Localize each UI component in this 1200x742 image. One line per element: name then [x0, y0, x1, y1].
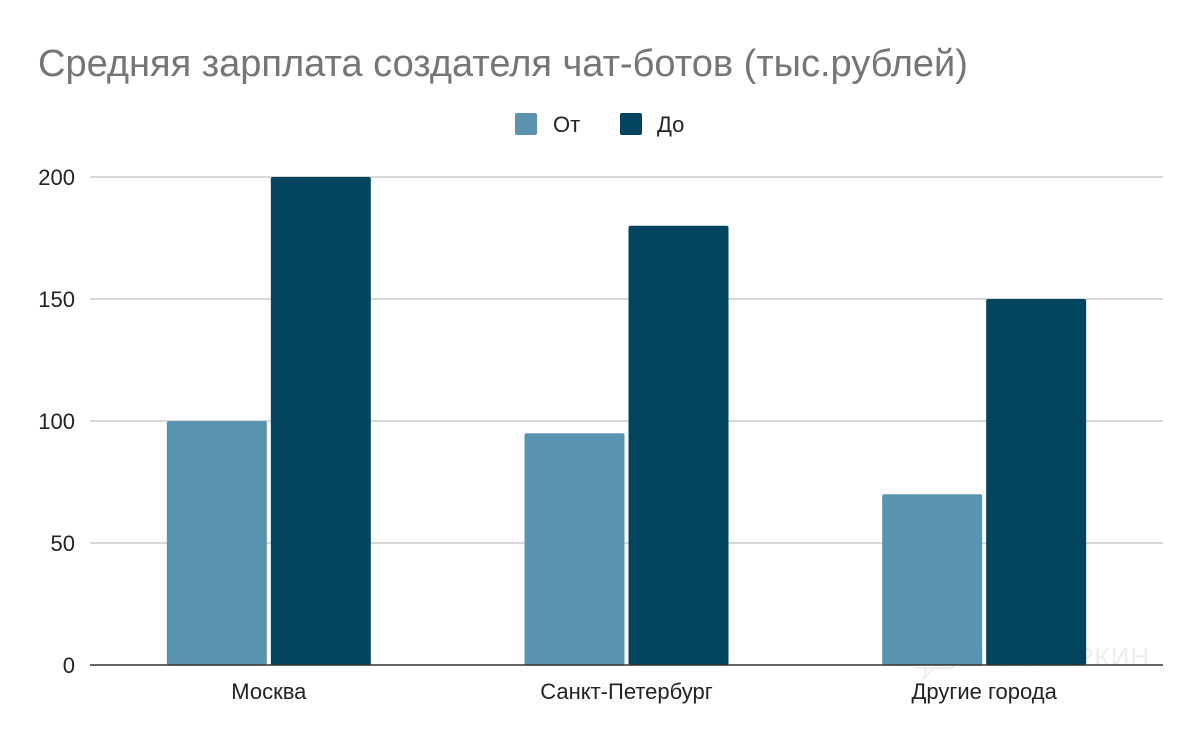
bar-do-sankt-peterburg [628, 225, 729, 666]
bar-ot-moskva [166, 421, 267, 665]
gridlines [90, 176, 1163, 544]
y-tick-label: 0 [63, 653, 75, 678]
category-label-drugie-goroda: Другие города [911, 679, 1057, 704]
legend-swatch-do [620, 113, 642, 135]
category-labels: Москва Санкт-Петербург Другие города [231, 679, 1057, 704]
legend: От До [515, 112, 684, 137]
bar-do-moskva [270, 177, 371, 665]
legend-label-ot: От [553, 112, 580, 137]
y-tick-label: 150 [38, 287, 75, 312]
bar-do-drugie-goroda [986, 299, 1087, 665]
legend-label-do: До [657, 112, 684, 137]
bar-ot-drugie-goroda [882, 494, 983, 665]
chart-title: Средняя зарплата создателя чат-ботов (ты… [38, 43, 968, 85]
category-label-sankt-peterburg: Санкт-Петербург [540, 679, 713, 704]
legend-swatch-ot [515, 113, 537, 135]
y-tick-label: 200 [38, 165, 75, 190]
bar-ot-sankt-peterburg [524, 433, 625, 665]
y-tick-label: 50 [51, 531, 75, 556]
y-tick-label: 100 [38, 409, 75, 434]
bars [166, 177, 1087, 666]
y-axis-ticks: 0 50 100 150 200 [38, 165, 75, 678]
category-label-moskva: Москва [231, 679, 307, 704]
